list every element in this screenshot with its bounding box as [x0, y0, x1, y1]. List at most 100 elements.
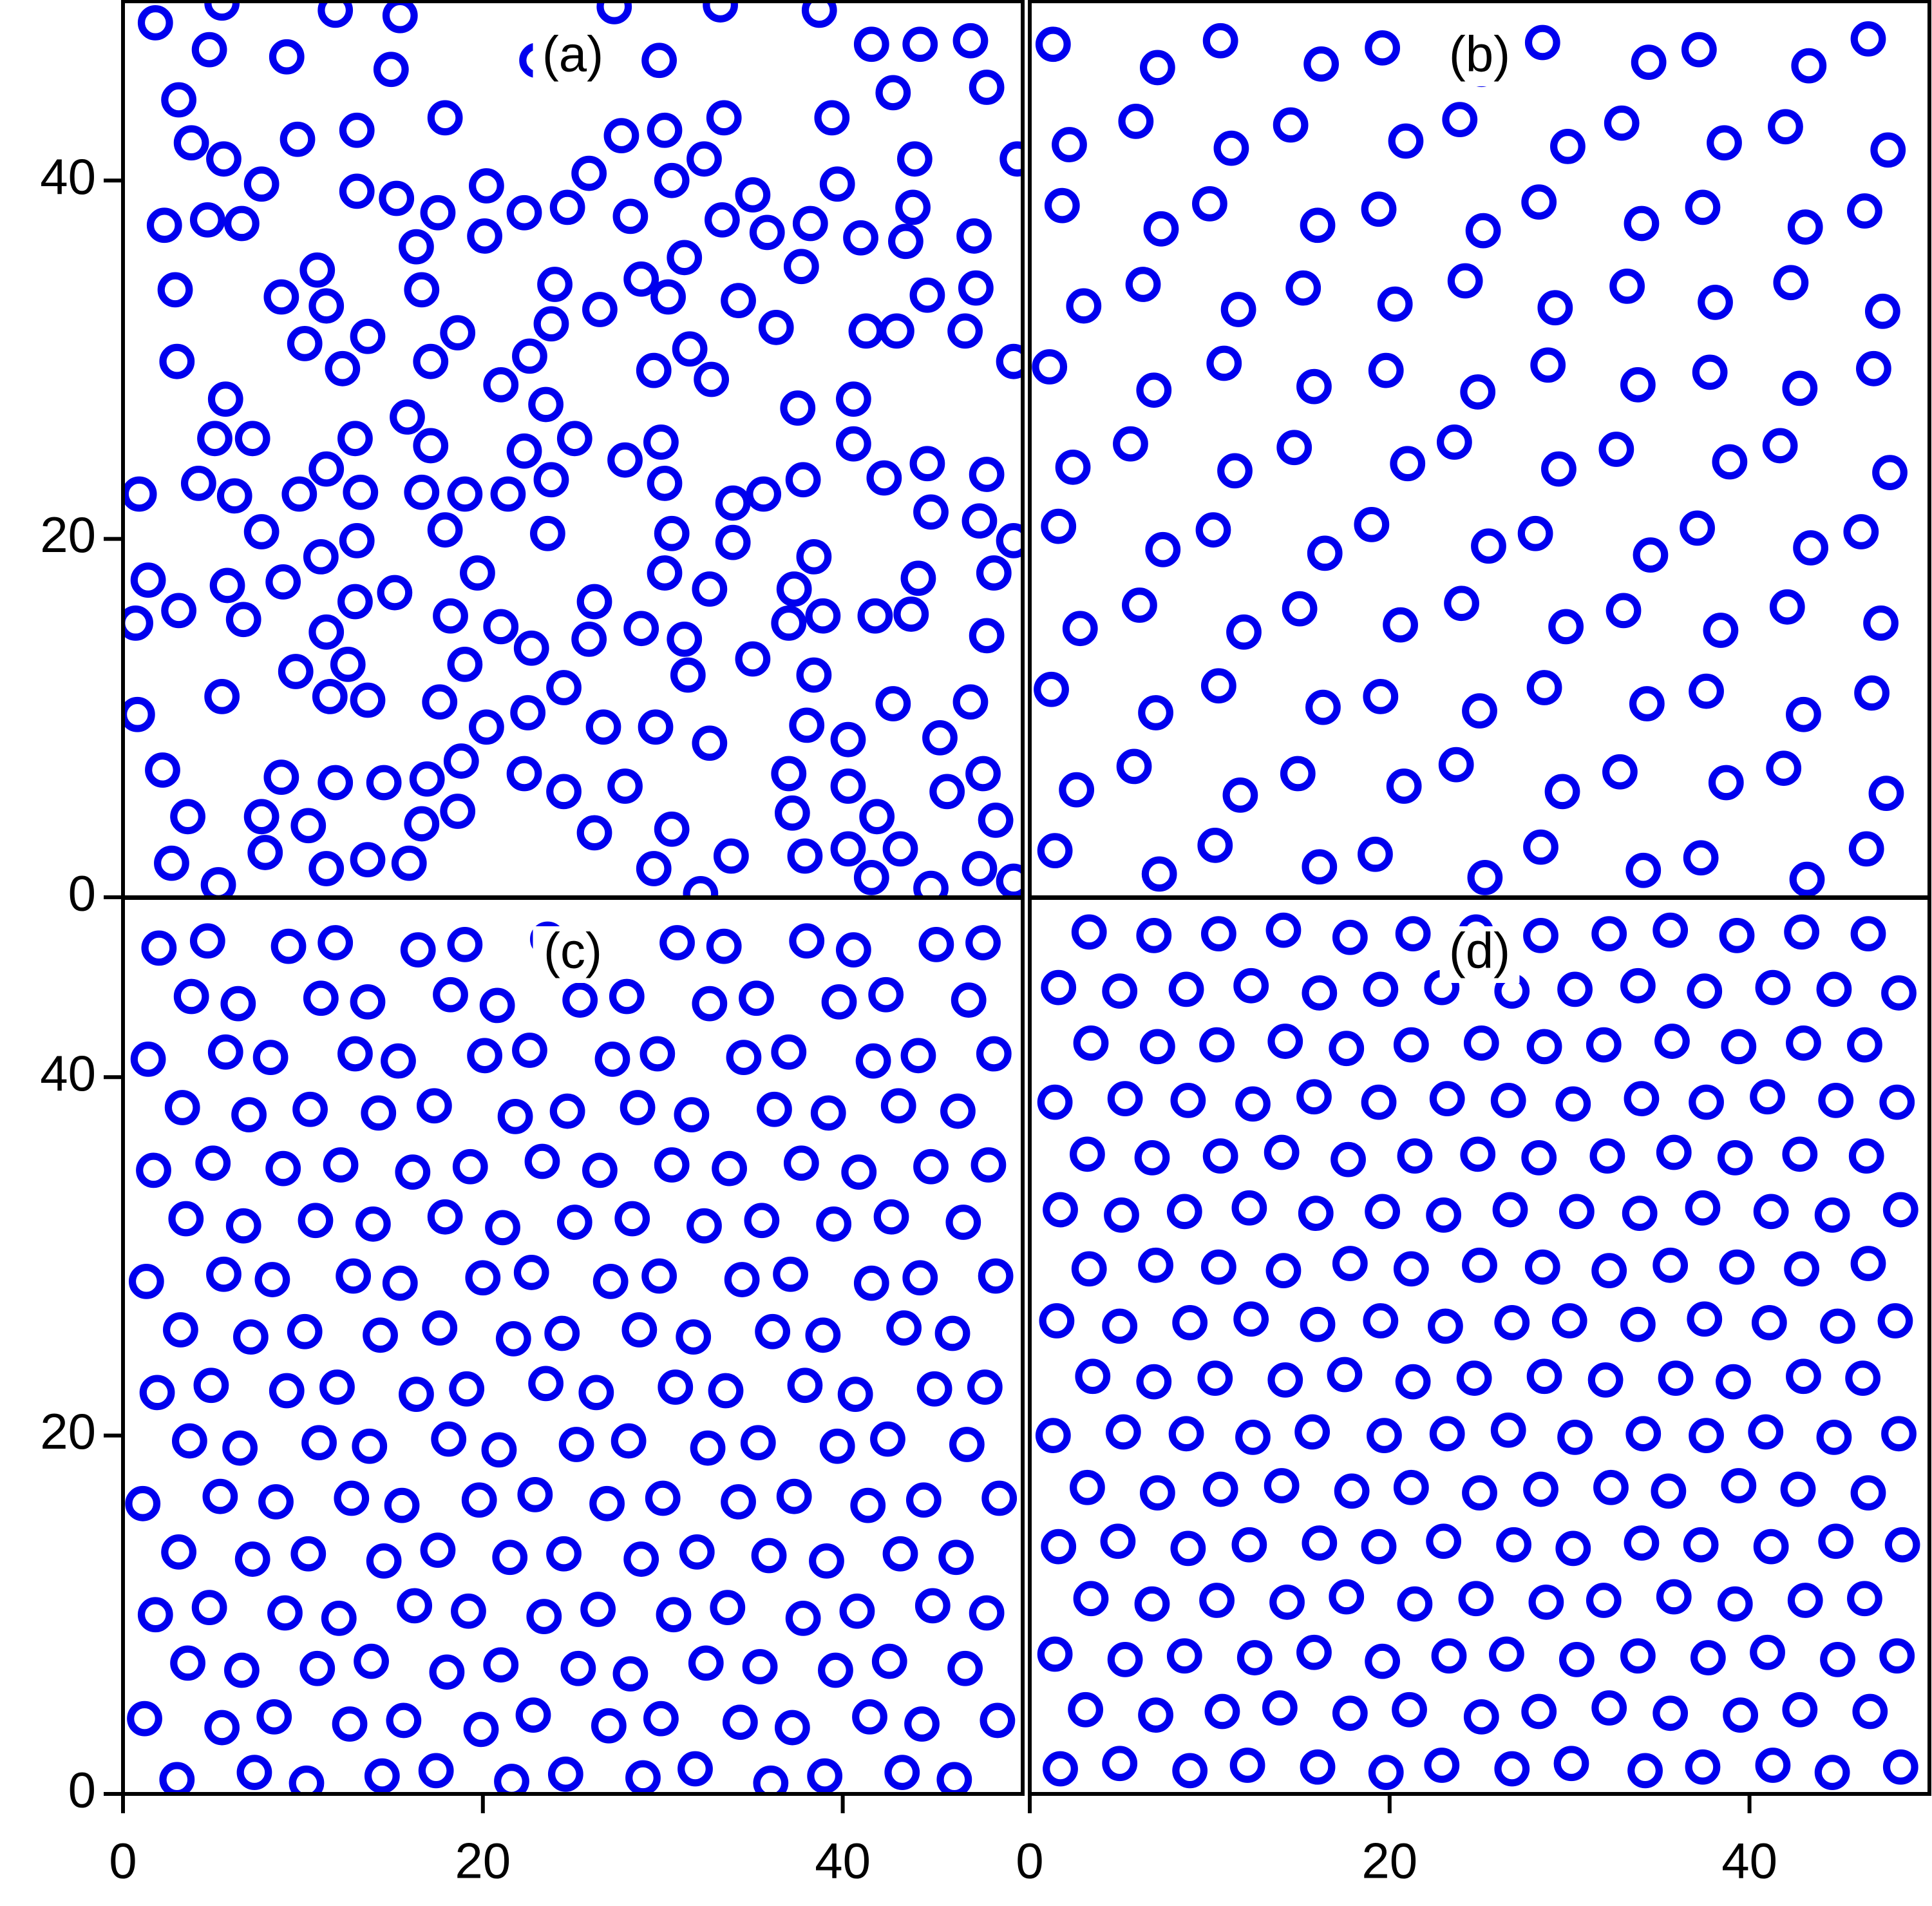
particle [530, 515, 565, 551]
particle [337, 421, 373, 457]
x-tick-label: 20 [455, 1833, 511, 1889]
particle [895, 189, 931, 225]
particle [843, 220, 878, 256]
particle [1685, 1190, 1721, 1226]
annotation-background [533, 926, 613, 983]
particle [325, 350, 361, 386]
particle [1820, 1641, 1855, 1677]
particle [1300, 207, 1336, 243]
particle [1877, 1303, 1913, 1339]
particle [623, 261, 659, 297]
particle [1685, 189, 1721, 225]
particle [422, 1310, 458, 1346]
particle [1523, 1471, 1558, 1507]
particle [969, 618, 1005, 654]
particle [343, 474, 379, 510]
particle [1222, 777, 1258, 813]
particle [154, 845, 189, 881]
particle [1363, 971, 1399, 1007]
particle [1168, 1416, 1204, 1452]
particle [350, 318, 386, 354]
particle [913, 870, 949, 897]
particle [204, 679, 240, 714]
particle [967, 1369, 1003, 1405]
particle [1768, 109, 1803, 145]
particle [1229, 1748, 1265, 1783]
particle [1395, 1364, 1431, 1400]
particle [1041, 508, 1077, 544]
particle [258, 1484, 294, 1520]
particle [1361, 1529, 1397, 1565]
particle [232, 1319, 269, 1355]
particle [292, 1091, 328, 1127]
particle [1685, 1749, 1721, 1785]
x-tick-label: 0 [109, 1833, 137, 1889]
particle [816, 1206, 852, 1242]
particle [413, 343, 449, 379]
particle [636, 352, 672, 388]
particle [495, 1320, 531, 1357]
particle [918, 926, 954, 962]
particle [1463, 1699, 1499, 1735]
particle [571, 155, 607, 191]
particle [952, 23, 989, 59]
particle [882, 1536, 918, 1572]
particle [835, 381, 871, 417]
particle [418, 1753, 454, 1789]
particle [1721, 1029, 1757, 1065]
particle [161, 1534, 196, 1570]
particle [528, 1366, 564, 1402]
particle [687, 1208, 722, 1244]
particle [755, 1313, 791, 1349]
particle [447, 476, 483, 512]
particle [547, 1757, 583, 1792]
particle [934, 1315, 971, 1351]
particle [922, 720, 958, 756]
particle [1035, 26, 1071, 62]
particle [1762, 428, 1798, 464]
particle [1524, 1249, 1560, 1285]
particle [1302, 1525, 1338, 1561]
particle [592, 1263, 629, 1299]
particle [1814, 1755, 1850, 1790]
particle [1848, 1138, 1884, 1174]
particle [354, 1643, 389, 1679]
y-tick-label: 0 [68, 1762, 96, 1818]
particle [1773, 265, 1809, 301]
particle [1782, 1136, 1818, 1172]
particle [332, 1706, 368, 1742]
particle [857, 598, 893, 634]
particle [1105, 1414, 1141, 1450]
particle [1517, 515, 1553, 551]
particle [1558, 1641, 1595, 1677]
panel-label: (c) [544, 922, 602, 979]
particle [483, 367, 519, 403]
particle [460, 555, 495, 591]
particle [546, 774, 582, 810]
particle [308, 614, 345, 650]
particle [1460, 374, 1496, 410]
particle [1717, 1140, 1753, 1176]
particle [287, 325, 323, 361]
particle [591, 1708, 627, 1744]
particle [1852, 1693, 1888, 1730]
particle [127, 1701, 162, 1737]
particle [1262, 1690, 1298, 1726]
particle [1523, 918, 1558, 953]
particle [1707, 125, 1742, 161]
particle [776, 1478, 812, 1514]
particle [1625, 852, 1662, 888]
particle [1395, 916, 1431, 952]
particle [715, 524, 751, 560]
particle [774, 795, 810, 831]
particle [308, 288, 345, 324]
particle [1043, 1751, 1078, 1787]
particle [641, 1258, 677, 1294]
particle [976, 1036, 1012, 1072]
particle [1526, 1029, 1562, 1065]
particle [1496, 1527, 1531, 1563]
particle [1397, 1138, 1433, 1174]
particle [1848, 831, 1884, 867]
particle [1102, 973, 1138, 1009]
